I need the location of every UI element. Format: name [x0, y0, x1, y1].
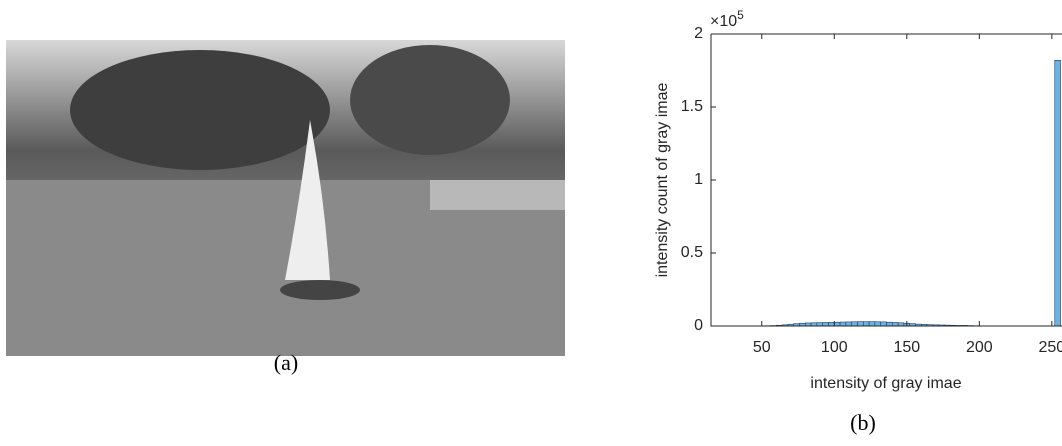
x-tick-label: 50 — [753, 339, 771, 356]
exponent-power: 5 — [737, 8, 744, 22]
bar — [857, 322, 863, 326]
y-tick-label: 0 — [694, 317, 703, 334]
x-tick-label: 150 — [893, 339, 920, 356]
x-tick-label: 100 — [821, 339, 848, 356]
bar — [834, 322, 840, 326]
bar — [1055, 60, 1061, 326]
bar — [892, 322, 898, 326]
bar — [840, 322, 846, 326]
bar — [887, 322, 893, 326]
y-axis-label: intensity count of gray imae — [654, 83, 671, 278]
bar — [863, 322, 869, 326]
axis-exponent: ×105 — [710, 8, 744, 30]
bar — [828, 322, 834, 326]
x-axis-label: intensity of gray imae — [810, 375, 961, 392]
y-tick-label: 0.5 — [681, 244, 703, 261]
bar — [881, 322, 887, 326]
photo — [6, 40, 565, 356]
exponent-base: ×10 — [710, 13, 737, 30]
figure: (a) (b) intensity count of gray imae int… — [0, 0, 1062, 446]
bar — [846, 322, 852, 326]
bar — [852, 322, 858, 326]
bar — [817, 323, 823, 326]
bar — [875, 322, 881, 326]
y-tick-label: 1 — [694, 171, 703, 188]
y-tick-label: 2 — [694, 25, 703, 42]
y-tick-label: 1.5 — [681, 98, 703, 115]
x-tick-label: 200 — [966, 339, 993, 356]
caption: (b) — [850, 410, 876, 435]
bar — [869, 322, 875, 326]
caption: (a) — [274, 350, 298, 375]
bar — [823, 322, 829, 326]
axes-frame — [711, 34, 1062, 326]
x-tick-label: 250 — [1038, 339, 1062, 356]
